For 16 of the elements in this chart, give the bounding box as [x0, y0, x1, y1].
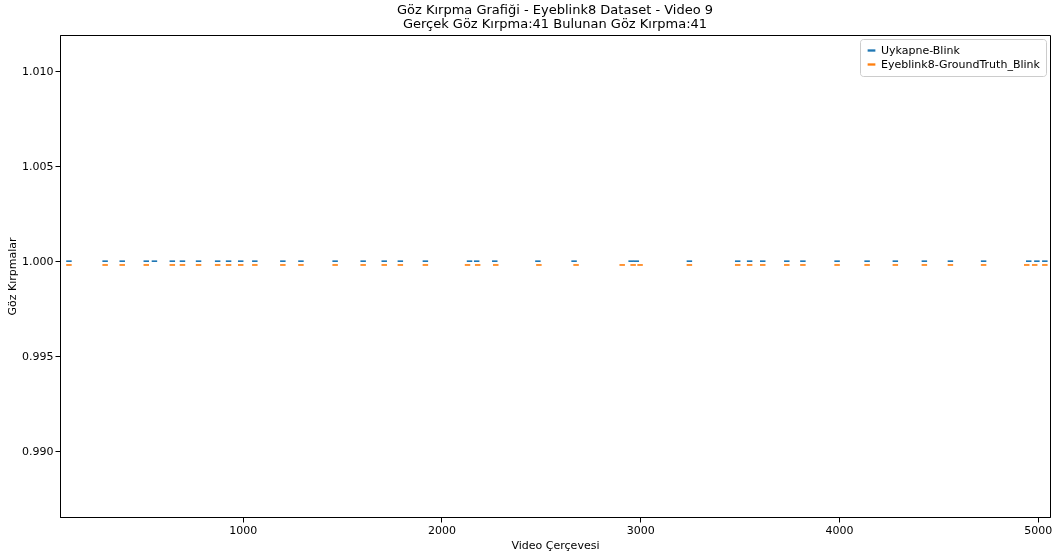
x-tick-label: 3000: [626, 523, 655, 537]
y-axis-title: Göz Kırpmalar: [6, 236, 20, 316]
y-tick-label: 1.005: [22, 159, 54, 173]
y-tick-label: 1.000: [22, 254, 54, 268]
x-axis-title: Video Çerçevesi: [511, 538, 600, 552]
x-tick-label: 1000: [229, 523, 258, 537]
legend-label: Uykapne-Blink: [881, 43, 961, 57]
chart-title: Göz Kırpma Grafiği - Eyeblink8 Dataset - Video 9: [396, 2, 714, 17]
legend-label: Eyeblink8-GroundTruth_Blink: [881, 57, 1041, 71]
y-tick-label: 0.995: [22, 349, 54, 363]
y-tick-label: 1.010: [22, 64, 54, 78]
x-tick-label: 2000: [427, 523, 456, 537]
x-tick-label: 4000: [825, 523, 854, 537]
chart-subtitle: Gerçek Göz Kırpma:41 Bulunan Göz Kırpma:41: [402, 16, 708, 31]
x-tick-label: 5000: [1024, 523, 1053, 537]
y-tick-label: 0.990: [22, 444, 54, 458]
